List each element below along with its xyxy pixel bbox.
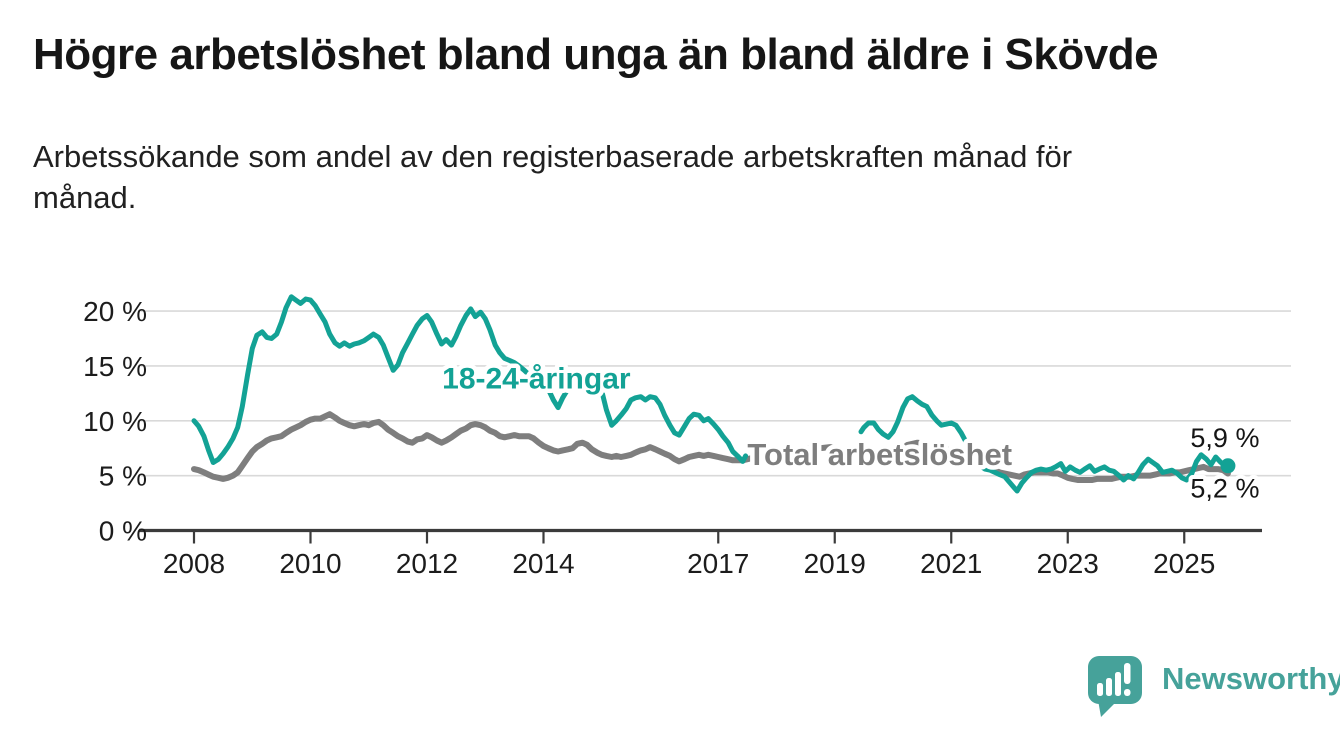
series-line-youth-seg2 [858,394,1231,494]
subtitle-line-2: månad. [33,180,137,215]
page-title: Högre arbetslöshet bland unga än bland ä… [33,30,1159,79]
x-tick-label-2008: 2008 [163,548,225,579]
y-tick-label-20: 20 % [83,296,147,327]
series-end-dot-youth [1220,458,1236,474]
x-tick-label-2023: 2023 [1037,548,1099,579]
newsworthy-logo-icon [1088,656,1142,717]
x-tick-label-2012: 2012 [396,548,458,579]
series-label-total: Total arbetslöshet [747,437,1012,472]
x-tick-label-2017: 2017 [687,548,749,579]
series-line-youth-seg1 [191,294,749,465]
x-tick-label-2021: 2021 [920,548,982,579]
series-label-youth: 18-24-åringar [442,362,631,395]
x-tick-label-2025: 2025 [1153,548,1215,579]
chart-subtitle: Arbetssökande som andel av den registerb… [33,136,1253,218]
subtitle-line-1: Arbetssökande som andel av den registerb… [33,139,1073,174]
newsworthy-branding: Newsworthy [1085,653,1340,719]
y-tick-label-5: 5 % [99,461,147,492]
x-tick-label-2019: 2019 [804,548,866,579]
x-tick-label-2010: 2010 [279,548,341,579]
end-value-label-total: 5,2 % [1190,473,1259,503]
series-line-total [191,411,1231,483]
newsworthy-logo-text: Newsworthy [1162,661,1340,696]
y-tick-label-10: 10 % [83,406,147,437]
y-tick-label-15: 15 % [83,351,147,382]
end-value-label-youth: 5,9 % [1190,423,1259,453]
y-tick-label-0: 0 % [99,516,147,547]
x-tick-label-2014: 2014 [512,548,574,579]
